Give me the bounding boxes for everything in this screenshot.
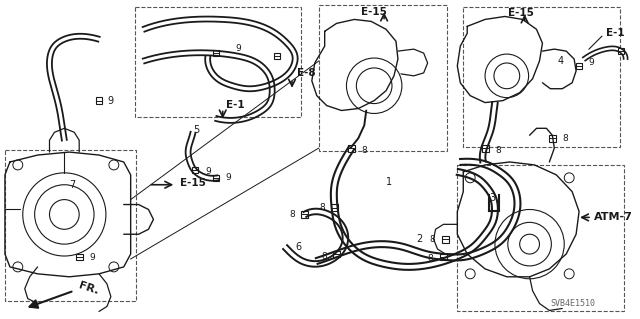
- Text: 5: 5: [193, 125, 199, 135]
- Text: 2: 2: [416, 234, 422, 244]
- Text: 1: 1: [386, 177, 392, 187]
- Text: E-15: E-15: [180, 178, 206, 188]
- Bar: [348, 145, 355, 152]
- Text: 8: 8: [321, 251, 326, 261]
- Text: E-15: E-15: [362, 6, 387, 17]
- Bar: [463, 7, 620, 147]
- Text: 9: 9: [89, 253, 95, 262]
- Bar: [319, 4, 447, 151]
- Text: E-1: E-1: [606, 28, 625, 38]
- Bar: [331, 204, 338, 211]
- Text: E-1: E-1: [226, 100, 244, 109]
- Text: 4: 4: [557, 56, 563, 66]
- Text: 8: 8: [563, 134, 568, 143]
- Text: 8: 8: [319, 203, 324, 212]
- Text: ATM-7: ATM-7: [594, 212, 633, 222]
- Text: E-15: E-15: [508, 9, 534, 19]
- Bar: [213, 175, 219, 181]
- Text: 8: 8: [430, 235, 436, 244]
- Bar: [481, 145, 488, 152]
- Bar: [301, 211, 308, 218]
- Text: FR.: FR.: [77, 281, 100, 297]
- Text: 8: 8: [428, 255, 433, 263]
- Bar: [5, 150, 136, 300]
- Text: SVB4E1510: SVB4E1510: [550, 299, 595, 308]
- Text: 9: 9: [588, 58, 594, 68]
- Bar: [274, 53, 280, 59]
- Bar: [440, 254, 447, 261]
- Bar: [442, 236, 449, 243]
- Bar: [549, 135, 556, 142]
- Bar: [192, 167, 198, 173]
- Bar: [618, 48, 623, 54]
- Text: 9: 9: [107, 96, 113, 106]
- Text: 8: 8: [289, 210, 295, 219]
- Bar: [576, 63, 582, 69]
- Text: E-8: E-8: [297, 68, 316, 78]
- Text: 8: 8: [362, 145, 367, 155]
- Bar: [76, 254, 83, 261]
- Text: 9: 9: [236, 44, 241, 53]
- Text: 6: 6: [295, 242, 301, 252]
- Bar: [333, 250, 340, 257]
- Text: 3: 3: [489, 193, 495, 203]
- Text: 8: 8: [495, 145, 500, 155]
- Text: 9: 9: [226, 173, 232, 182]
- Text: 7: 7: [69, 180, 76, 190]
- Bar: [134, 7, 301, 117]
- Text: 9: 9: [205, 167, 211, 176]
- Bar: [458, 165, 623, 311]
- Bar: [213, 50, 219, 56]
- Bar: [95, 97, 102, 104]
